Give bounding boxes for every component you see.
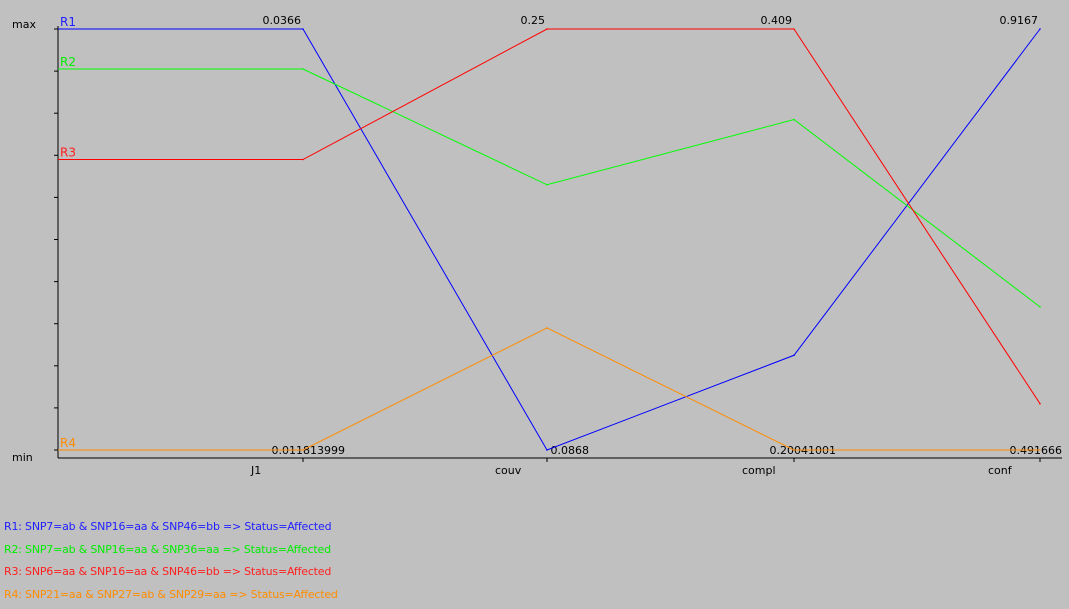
data-point bbox=[1039, 402, 1041, 405]
data-point bbox=[302, 449, 304, 451]
data-point bbox=[793, 118, 795, 121]
series-label-r4: R4 bbox=[60, 436, 76, 450]
y-axis-max-label: max bbox=[12, 18, 36, 31]
data-point bbox=[546, 327, 548, 329]
axis-min-value-label: 0.011813999 bbox=[272, 444, 345, 457]
axis-max-value-label: 0.0366 bbox=[263, 14, 302, 27]
legend: R1: SNP7=ab & SNP16=aa & SNP46=bb => Sta… bbox=[4, 516, 338, 606]
x-tick-label: compl bbox=[742, 464, 776, 477]
axis-max-value-label: 0.25 bbox=[521, 14, 546, 27]
data-point bbox=[793, 28, 795, 30]
axis-max-value-label: 0.9167 bbox=[1000, 14, 1039, 27]
data-point bbox=[1039, 28, 1041, 30]
data-point bbox=[793, 354, 795, 357]
x-tick-label: J1 bbox=[250, 464, 261, 477]
series-label-r1: R1 bbox=[60, 15, 76, 29]
series-line-r2 bbox=[58, 68, 1041, 308]
series-line-r3 bbox=[58, 28, 1041, 404]
legend-item: R3: SNP6=aa & SNP16=aa & SNP46=bb => Sta… bbox=[4, 565, 332, 578]
axis-min-value-label: 0.0868 bbox=[551, 444, 590, 457]
y-axis-min-label: min bbox=[12, 451, 33, 464]
legend-item: R4: SNP21=aa & SNP27=ab & SNP29=aa => St… bbox=[4, 587, 338, 601]
data-point bbox=[1039, 306, 1041, 308]
data-point bbox=[302, 28, 304, 30]
data-point bbox=[546, 183, 548, 186]
data-point bbox=[546, 28, 548, 30]
x-tick-label: conf bbox=[988, 464, 1013, 477]
series-line-r1 bbox=[58, 28, 1041, 451]
chart-plot: max min J1 couv compl conf 0.0366 0.25 0.409 0.91… bbox=[12, 14, 1062, 477]
data-point bbox=[546, 449, 548, 451]
x-tick-label: couv bbox=[495, 464, 522, 477]
data-point bbox=[1039, 449, 1041, 451]
data-point bbox=[302, 158, 304, 161]
series-line-r4 bbox=[58, 327, 1040, 451]
series-label-r3: R3 bbox=[60, 146, 76, 160]
legend-item: R1: SNP7=ab & SNP16=aa & SNP46=bb => Sta… bbox=[4, 520, 332, 533]
data-point bbox=[302, 68, 304, 70]
legend-item: R2: SNP7=ab & SNP16=aa & SNP36=aa => Sta… bbox=[4, 542, 331, 556]
series-label-r2: R2 bbox=[60, 55, 76, 69]
axis-max-value-label: 0.409 bbox=[761, 14, 793, 27]
data-point bbox=[793, 449, 795, 451]
